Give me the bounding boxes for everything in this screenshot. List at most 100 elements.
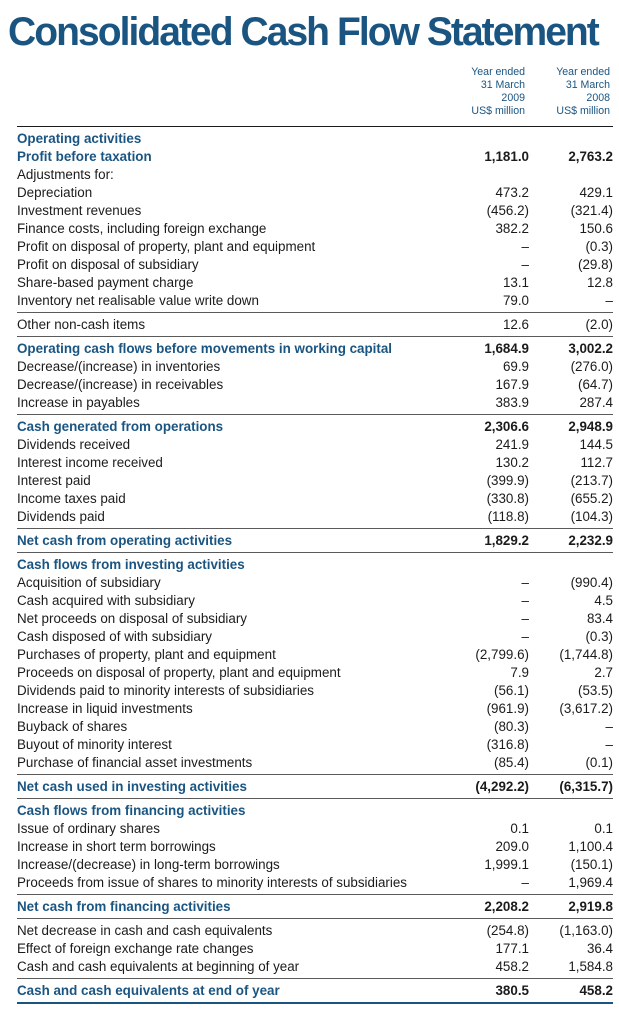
page-title: Consolidated Cash Flow Statement (8, 10, 600, 54)
value-2008: 2,232.9 (568, 533, 613, 548)
value-2009: 167.9 (495, 377, 529, 392)
table-row: Net decrease in cash and cash equivalent… (17, 922, 613, 940)
table-row: Effect of foreign exchange rate changes 1… (17, 940, 613, 958)
row-label: Net proceeds on disposal of subsidiary (17, 611, 248, 626)
value-2008: (6,315.7) (559, 779, 613, 794)
value-2008: – (605, 737, 613, 752)
value-2008: (1,744.8) (559, 647, 613, 662)
value-2008: – (605, 293, 613, 308)
row-label: Increase/(decrease) in long-term borrowi… (17, 857, 280, 872)
row-label: Cash and cash equivalents at beginning o… (17, 959, 300, 974)
value-2009: 13.1 (502, 275, 529, 290)
row-label: Dividends received (17, 437, 131, 452)
column-header-line: Year ended (556, 66, 610, 78)
value-2009: 1,181.0 (484, 149, 529, 164)
value-2008: (655.2) (570, 491, 613, 506)
value-2009: (399.9) (486, 473, 529, 488)
table-row: Acquisition of subsidiary – (990.4) (17, 574, 613, 592)
table-row: Investment revenues (456.2) (321.4) (17, 202, 613, 220)
value-2009: 2,208.2 (484, 899, 529, 914)
value-2008: 83.4 (586, 611, 613, 626)
table-row: Income taxes paid (330.8) (655.2) (17, 490, 613, 508)
row-label: Net decrease in cash and cash equivalent… (17, 923, 273, 938)
table-row: Purchase of financial asset investments (… (17, 754, 613, 772)
row-label: Purchases of property, plant and equipme… (17, 647, 276, 662)
row-label: Increase in liquid investments (17, 701, 193, 716)
column-header-line: 31 March (480, 79, 525, 91)
value-2008: (104.3) (570, 509, 613, 524)
column-header-line: US$ million (556, 105, 610, 117)
column-headers: Year ended 31 March 2009 US$ million Yea… (0, 66, 619, 122)
row-label: Proceeds on disposal of property, plant … (17, 665, 341, 680)
table-row: Buyout of minority interest (316.8) – (17, 736, 613, 754)
value-2009: 79.0 (502, 293, 529, 308)
table-row: Profit before taxation 1,181.0 2,763.2 (17, 148, 613, 166)
table-section: Cash flows from investing activities Acqu… (17, 552, 613, 774)
row-label: Other non-cash items (17, 317, 146, 332)
column-header-line: 2008 (586, 92, 610, 104)
column-header-line: US$ million (471, 105, 525, 117)
row-label: Cash and cash equivalents at end of year (17, 983, 280, 998)
value-2009: – (521, 611, 529, 626)
table-row: Dividends paid (118.8) (104.3) (17, 508, 613, 526)
column-header-line: Year ended (471, 66, 525, 78)
value-2009: (2,799.6) (475, 647, 529, 662)
table-row: Decrease/(increase) in inventories 69.9 (2… (17, 358, 613, 376)
table-row: Dividends received 241.9 144.5 (17, 436, 613, 454)
row-label: Net cash from operating activities (17, 533, 233, 548)
table-row: Net cash from financing activities 2,208.… (17, 898, 613, 916)
row-label: Increase in short term borrowings (17, 839, 216, 854)
table-row: Net cash from operating activities 1,829.… (17, 532, 613, 550)
table-section: Cash flows from financing activities Issu… (17, 798, 613, 894)
value-2009: 458.2 (495, 959, 529, 974)
value-2009: 7.9 (510, 665, 529, 680)
row-label: Decrease/(increase) in receivables (17, 377, 224, 392)
table-row: Profit on disposal of subsidiary – (29.8) (17, 256, 613, 274)
value-2008: 429.1 (579, 185, 613, 200)
value-2008: 112.7 (580, 455, 613, 470)
value-2008: (64.7) (578, 377, 613, 392)
table-section: Operating activities Profit before taxati… (17, 127, 613, 312)
table-row: Interest income received 130.2 112.7 (17, 454, 613, 472)
value-2008: 458.2 (579, 983, 613, 998)
value-2008: 144.5 (579, 437, 613, 452)
row-label: Dividends paid (17, 509, 105, 524)
value-2009: 241.9 (495, 437, 529, 452)
value-2009: (118.8) (487, 509, 529, 524)
value-2008: 12.8 (586, 275, 613, 290)
value-2009: – (521, 875, 529, 890)
row-label: Purchase of financial asset investments (17, 755, 253, 770)
table-section: Net decrease in cash and cash equivalent… (17, 918, 613, 978)
value-2009: 1,829.2 (484, 533, 529, 548)
table-section: Net cash from financing activities 2,208.… (17, 894, 613, 918)
table-row: Cash flows from investing activities (17, 556, 613, 574)
value-2008: (0.3) (585, 239, 613, 254)
table-row: Cash generated from operations 2,306.6 2,9… (17, 418, 613, 436)
table-row: Interest paid (399.9) (213.7) (17, 472, 613, 490)
value-2008: (0.3) (585, 629, 613, 644)
value-2009: 209.0 (495, 839, 529, 854)
value-2009: (254.8) (486, 923, 529, 938)
value-2009: 383.9 (495, 395, 529, 410)
value-2009: – (521, 629, 529, 644)
row-label: Proceeds from issue of shares to minorit… (17, 875, 407, 890)
value-2009: – (521, 257, 529, 272)
row-label: Increase in payables (17, 395, 140, 410)
row-label: Operating activities (17, 131, 142, 146)
table-row: Cash and cash equivalents at beginning o… (17, 958, 613, 976)
column-header-2008: Year ended 31 March 2008 US$ million (540, 66, 610, 118)
row-label: Issue of ordinary shares (17, 821, 160, 836)
table-row: Increase in short term borrowings 209.0 1,… (17, 838, 613, 856)
row-label: Finance costs, including foreign exchang… (17, 221, 267, 236)
value-2009: – (521, 575, 529, 590)
table-section: Operating cash flows before movements in… (17, 336, 613, 414)
value-2008: (276.0) (570, 359, 613, 374)
table-row: Increase in liquid investments (961.9) (3,… (17, 700, 613, 718)
value-2009: (456.2) (486, 203, 529, 218)
table-row: Net proceeds on disposal of subsidiary – 8… (17, 610, 613, 628)
value-2009: (4,292.2) (475, 779, 529, 794)
row-label: Cash generated from operations (17, 419, 224, 434)
row-label: Profit on disposal of subsidiary (17, 257, 199, 272)
value-2009: (316.8) (486, 737, 529, 752)
row-label: Interest income received (17, 455, 163, 470)
